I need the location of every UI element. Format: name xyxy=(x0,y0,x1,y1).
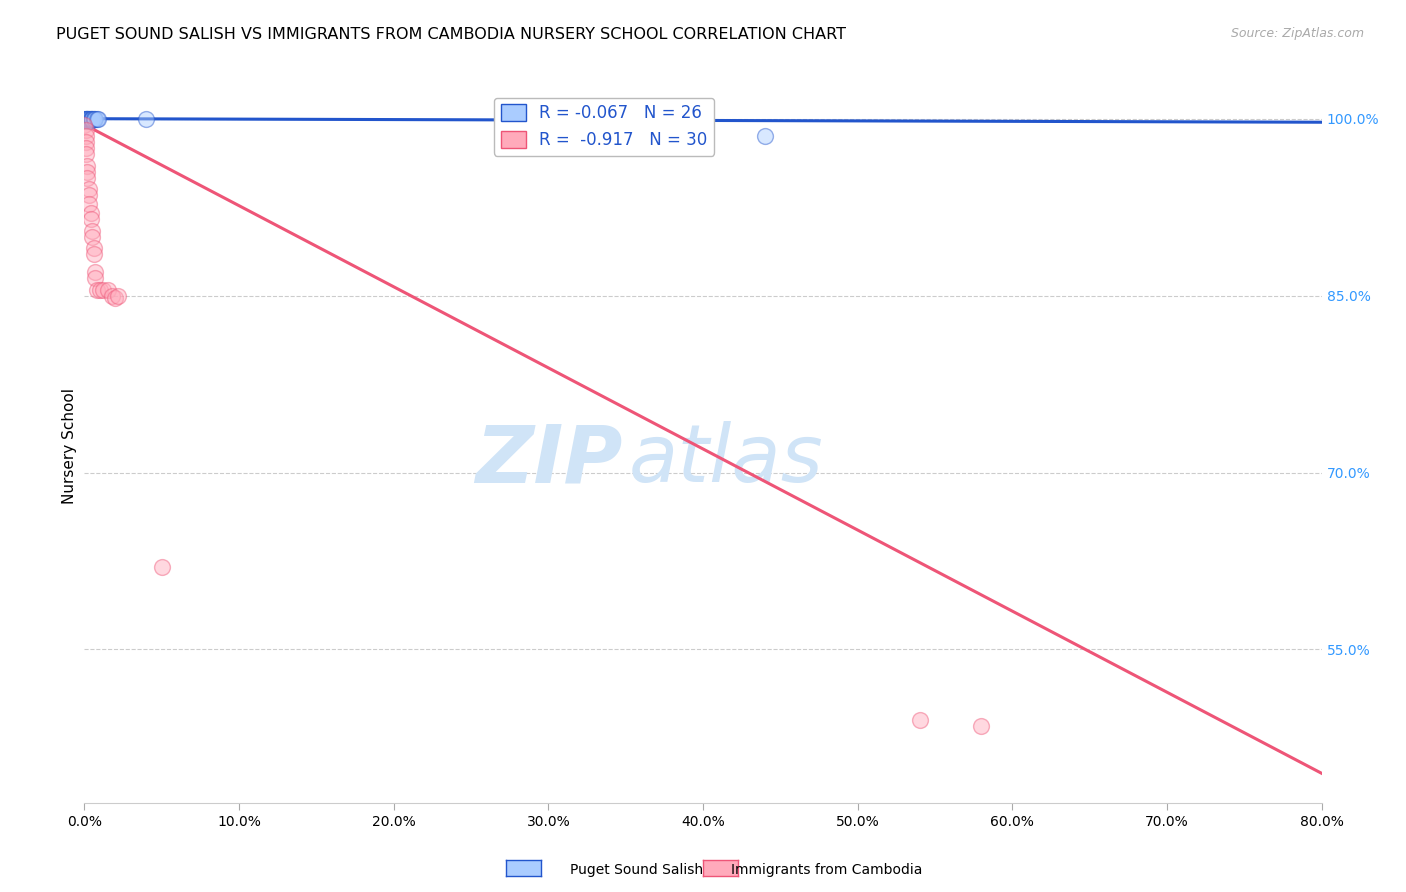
Text: Puget Sound Salish: Puget Sound Salish xyxy=(569,863,703,877)
Point xyxy=(75,112,97,127)
Point xyxy=(83,242,105,256)
Point xyxy=(89,283,111,297)
Text: atlas: atlas xyxy=(628,421,824,500)
Point xyxy=(77,114,100,128)
Point xyxy=(76,159,98,173)
Point xyxy=(908,713,931,727)
Point xyxy=(84,112,107,126)
Point xyxy=(75,147,97,161)
Point xyxy=(104,291,127,305)
Point xyxy=(84,271,107,285)
Point xyxy=(107,288,129,302)
Text: Immigrants from Cambodia: Immigrants from Cambodia xyxy=(731,863,922,877)
Point xyxy=(75,136,97,150)
Point xyxy=(754,129,776,144)
Point xyxy=(73,118,96,132)
Point xyxy=(87,112,110,126)
Point xyxy=(79,206,101,220)
Point xyxy=(73,112,96,126)
Point xyxy=(75,112,97,126)
Point xyxy=(83,112,105,126)
Point xyxy=(76,170,98,185)
Point xyxy=(82,112,104,126)
Point xyxy=(91,283,114,297)
Point xyxy=(75,141,97,155)
Point xyxy=(84,265,107,279)
Point xyxy=(76,112,98,126)
Point xyxy=(76,112,98,126)
Point xyxy=(150,560,173,574)
Point xyxy=(75,123,97,137)
Point xyxy=(77,196,100,211)
Text: PUGET SOUND SALISH VS IMMIGRANTS FROM CAMBODIA NURSERY SCHOOL CORRELATION CHART: PUGET SOUND SALISH VS IMMIGRANTS FROM CA… xyxy=(56,27,846,42)
Point xyxy=(79,112,101,126)
Y-axis label: Nursery School: Nursery School xyxy=(62,388,77,504)
Point xyxy=(970,719,993,733)
Point xyxy=(82,229,104,244)
Point xyxy=(82,112,104,126)
Point xyxy=(75,112,97,126)
Point xyxy=(76,112,98,127)
Point xyxy=(101,288,124,302)
Legend: R = -0.067   N = 26, R =  -0.917   N = 30: R = -0.067 N = 26, R = -0.917 N = 30 xyxy=(494,97,714,155)
Point xyxy=(77,112,100,126)
Point xyxy=(97,283,120,297)
Point xyxy=(86,283,108,297)
Point xyxy=(76,112,98,126)
Point xyxy=(79,211,101,226)
Point xyxy=(77,112,100,126)
Point xyxy=(76,165,98,179)
Point xyxy=(79,112,101,127)
Point xyxy=(77,112,100,127)
Point xyxy=(77,182,100,196)
Point xyxy=(82,112,104,127)
Point xyxy=(75,114,97,128)
Point xyxy=(75,129,97,144)
Text: ZIP: ZIP xyxy=(475,421,623,500)
Point xyxy=(77,188,100,202)
Point xyxy=(86,112,108,126)
Text: Source: ZipAtlas.com: Source: ZipAtlas.com xyxy=(1230,27,1364,40)
Point xyxy=(82,224,104,238)
Point xyxy=(83,247,105,261)
Point xyxy=(83,112,105,126)
Point xyxy=(135,112,157,126)
Point xyxy=(79,112,101,126)
